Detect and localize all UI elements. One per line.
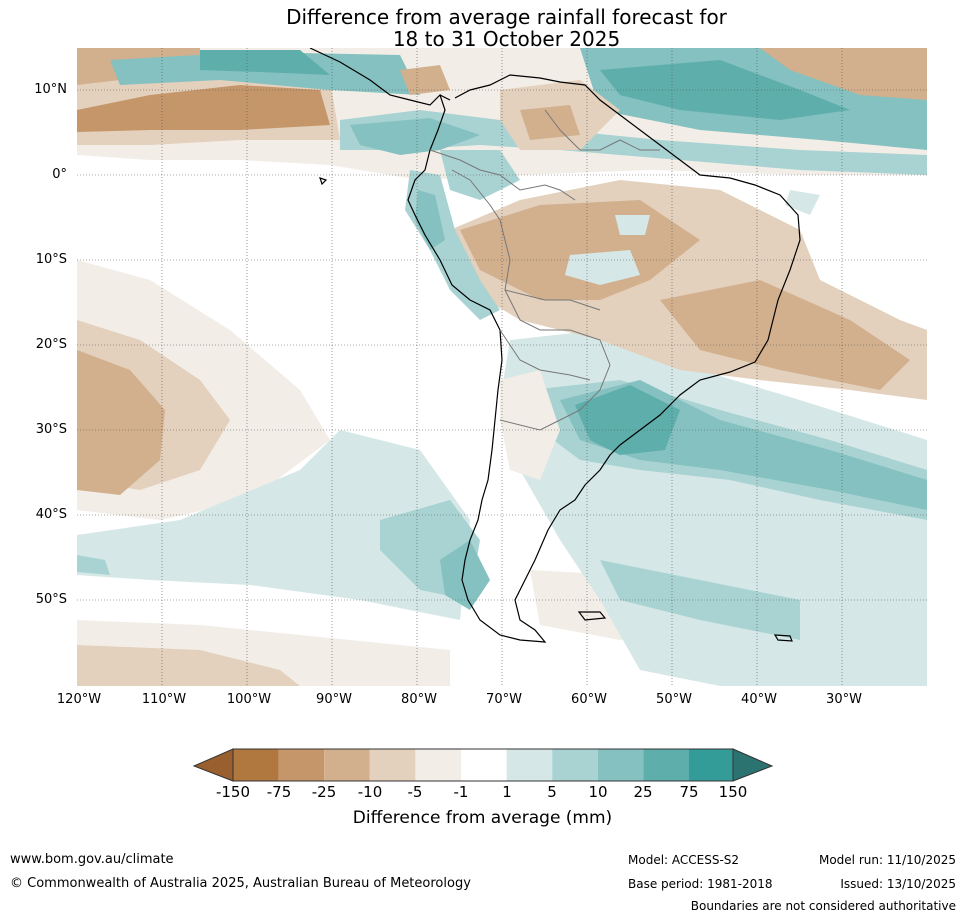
colorbar-tick: 5 [547,783,557,801]
country-borders [429,109,660,431]
copyright-text: © Commonwealth of Australia 2025, Austra… [10,876,471,891]
lon-label-90w: 90°W [316,692,352,707]
lat-label-10n: 10°N [34,82,67,97]
lat-label-10s: 10°S [35,252,67,267]
colorbar-tick: 1 [502,783,512,801]
lon-label-30w: 30°W [826,692,862,707]
colorbar-tick: 75 [679,783,699,801]
legend-title: Difference from average (mm) [352,808,613,828]
graticule [77,48,927,686]
coastline [309,48,801,643]
colorbar-bin [233,749,279,781]
colorbar-bin [552,749,598,781]
rainfall-anomaly-field [77,48,927,686]
colorbar-extend-high [732,748,774,782]
lon-label-40w: 40°W [741,692,777,707]
lon-label-60w: 60°W [571,692,607,707]
lat-label-20s: 20°S [35,337,67,352]
base-period: Base period: 1981-2018 [628,877,773,891]
lat-label-30s: 30°S [35,422,67,437]
lat-label-40s: 40°S [35,507,67,522]
lon-label-120w: 120°W [56,692,102,707]
colorbar-bin [643,749,689,781]
colorbar-bin [461,749,507,781]
colorbar-tick: -1 [453,783,469,801]
colorbar-tick: -75 [266,783,292,801]
lon-label-100w: 100°W [226,692,272,707]
colorbar [192,748,774,782]
colorbar-bin [689,749,733,781]
lat-label-50s: 50°S [35,592,67,607]
model-run-date: Model run: 11/10/2025 [818,853,956,867]
lon-label-110w: 110°W [141,692,187,707]
colorbar-bin [415,749,461,781]
colorbar-tick: 150 [718,783,748,801]
colorbar-tick: -5 [407,783,423,801]
colorbar-bin [324,749,370,781]
colorbar-tick: -10 [357,783,383,801]
issued-date: Issued: 13/10/2025 [840,877,956,891]
colorbar-tick: -150 [215,783,251,801]
colorbar-tick: 10 [588,783,608,801]
map-title-line-1: Difference from average rainfall forecas… [286,5,727,29]
lat-label-0: 0° [52,167,67,182]
colorbar-tick: -25 [311,783,337,801]
colorbar-frame [232,748,734,782]
colorbar-tick: 25 [633,783,653,801]
colorbar-extend-low [192,748,234,782]
boundaries-disclaimer: Boundaries are not considered authoritat… [690,899,956,913]
lon-label-80w: 80°W [401,692,437,707]
map-title-line-2: 18 to 31 October 2025 [392,27,621,51]
colorbar-bin [506,749,553,781]
colorbar-bin [369,749,416,781]
model-name: Model: ACCESS-S2 [628,853,740,867]
colorbar-bin [597,749,644,781]
colorbar-bin [278,749,325,781]
lon-label-50w: 50°W [656,692,692,707]
website-link[interactable]: www.bom.gov.au/climate [10,852,174,867]
lon-label-70w: 70°W [486,692,522,707]
